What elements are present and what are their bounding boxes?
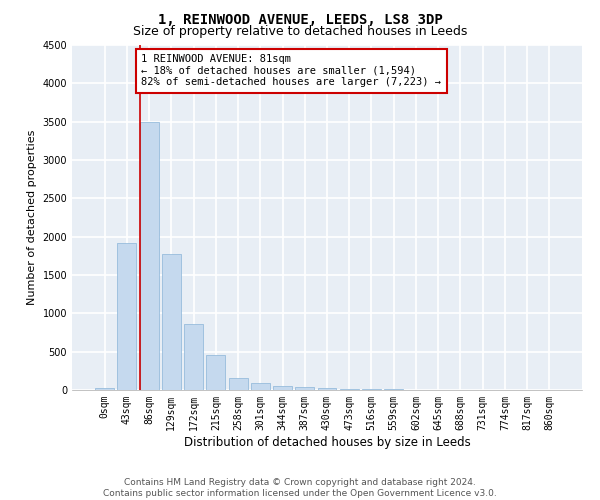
Text: Size of property relative to detached houses in Leeds: Size of property relative to detached ho… [133,25,467,38]
Bar [162,254,181,390]
Text: 1, REINWOOD AVENUE, LEEDS, LS8 3DP: 1, REINWOOD AVENUE, LEEDS, LS8 3DP [158,12,442,26]
Y-axis label: Number of detached properties: Number of detached properties [27,130,37,305]
Bar [295,387,314,390]
Bar [118,243,136,390]
Bar [251,383,270,390]
Text: 1 REINWOOD AVENUE: 81sqm
← 18% of detached houses are smaller (1,594)
82% of sem: 1 REINWOOD AVENUE: 81sqm ← 18% of detach… [142,54,442,88]
Bar [184,324,203,390]
Bar [362,389,381,390]
X-axis label: Distribution of detached houses by size in Leeds: Distribution of detached houses by size … [184,436,470,448]
Bar [340,388,359,390]
Bar [229,378,248,390]
Bar [206,354,225,390]
Bar [95,388,114,390]
Bar [317,388,337,390]
Text: Contains HM Land Registry data © Crown copyright and database right 2024.
Contai: Contains HM Land Registry data © Crown c… [103,478,497,498]
Bar [140,122,158,390]
Bar [273,386,292,390]
